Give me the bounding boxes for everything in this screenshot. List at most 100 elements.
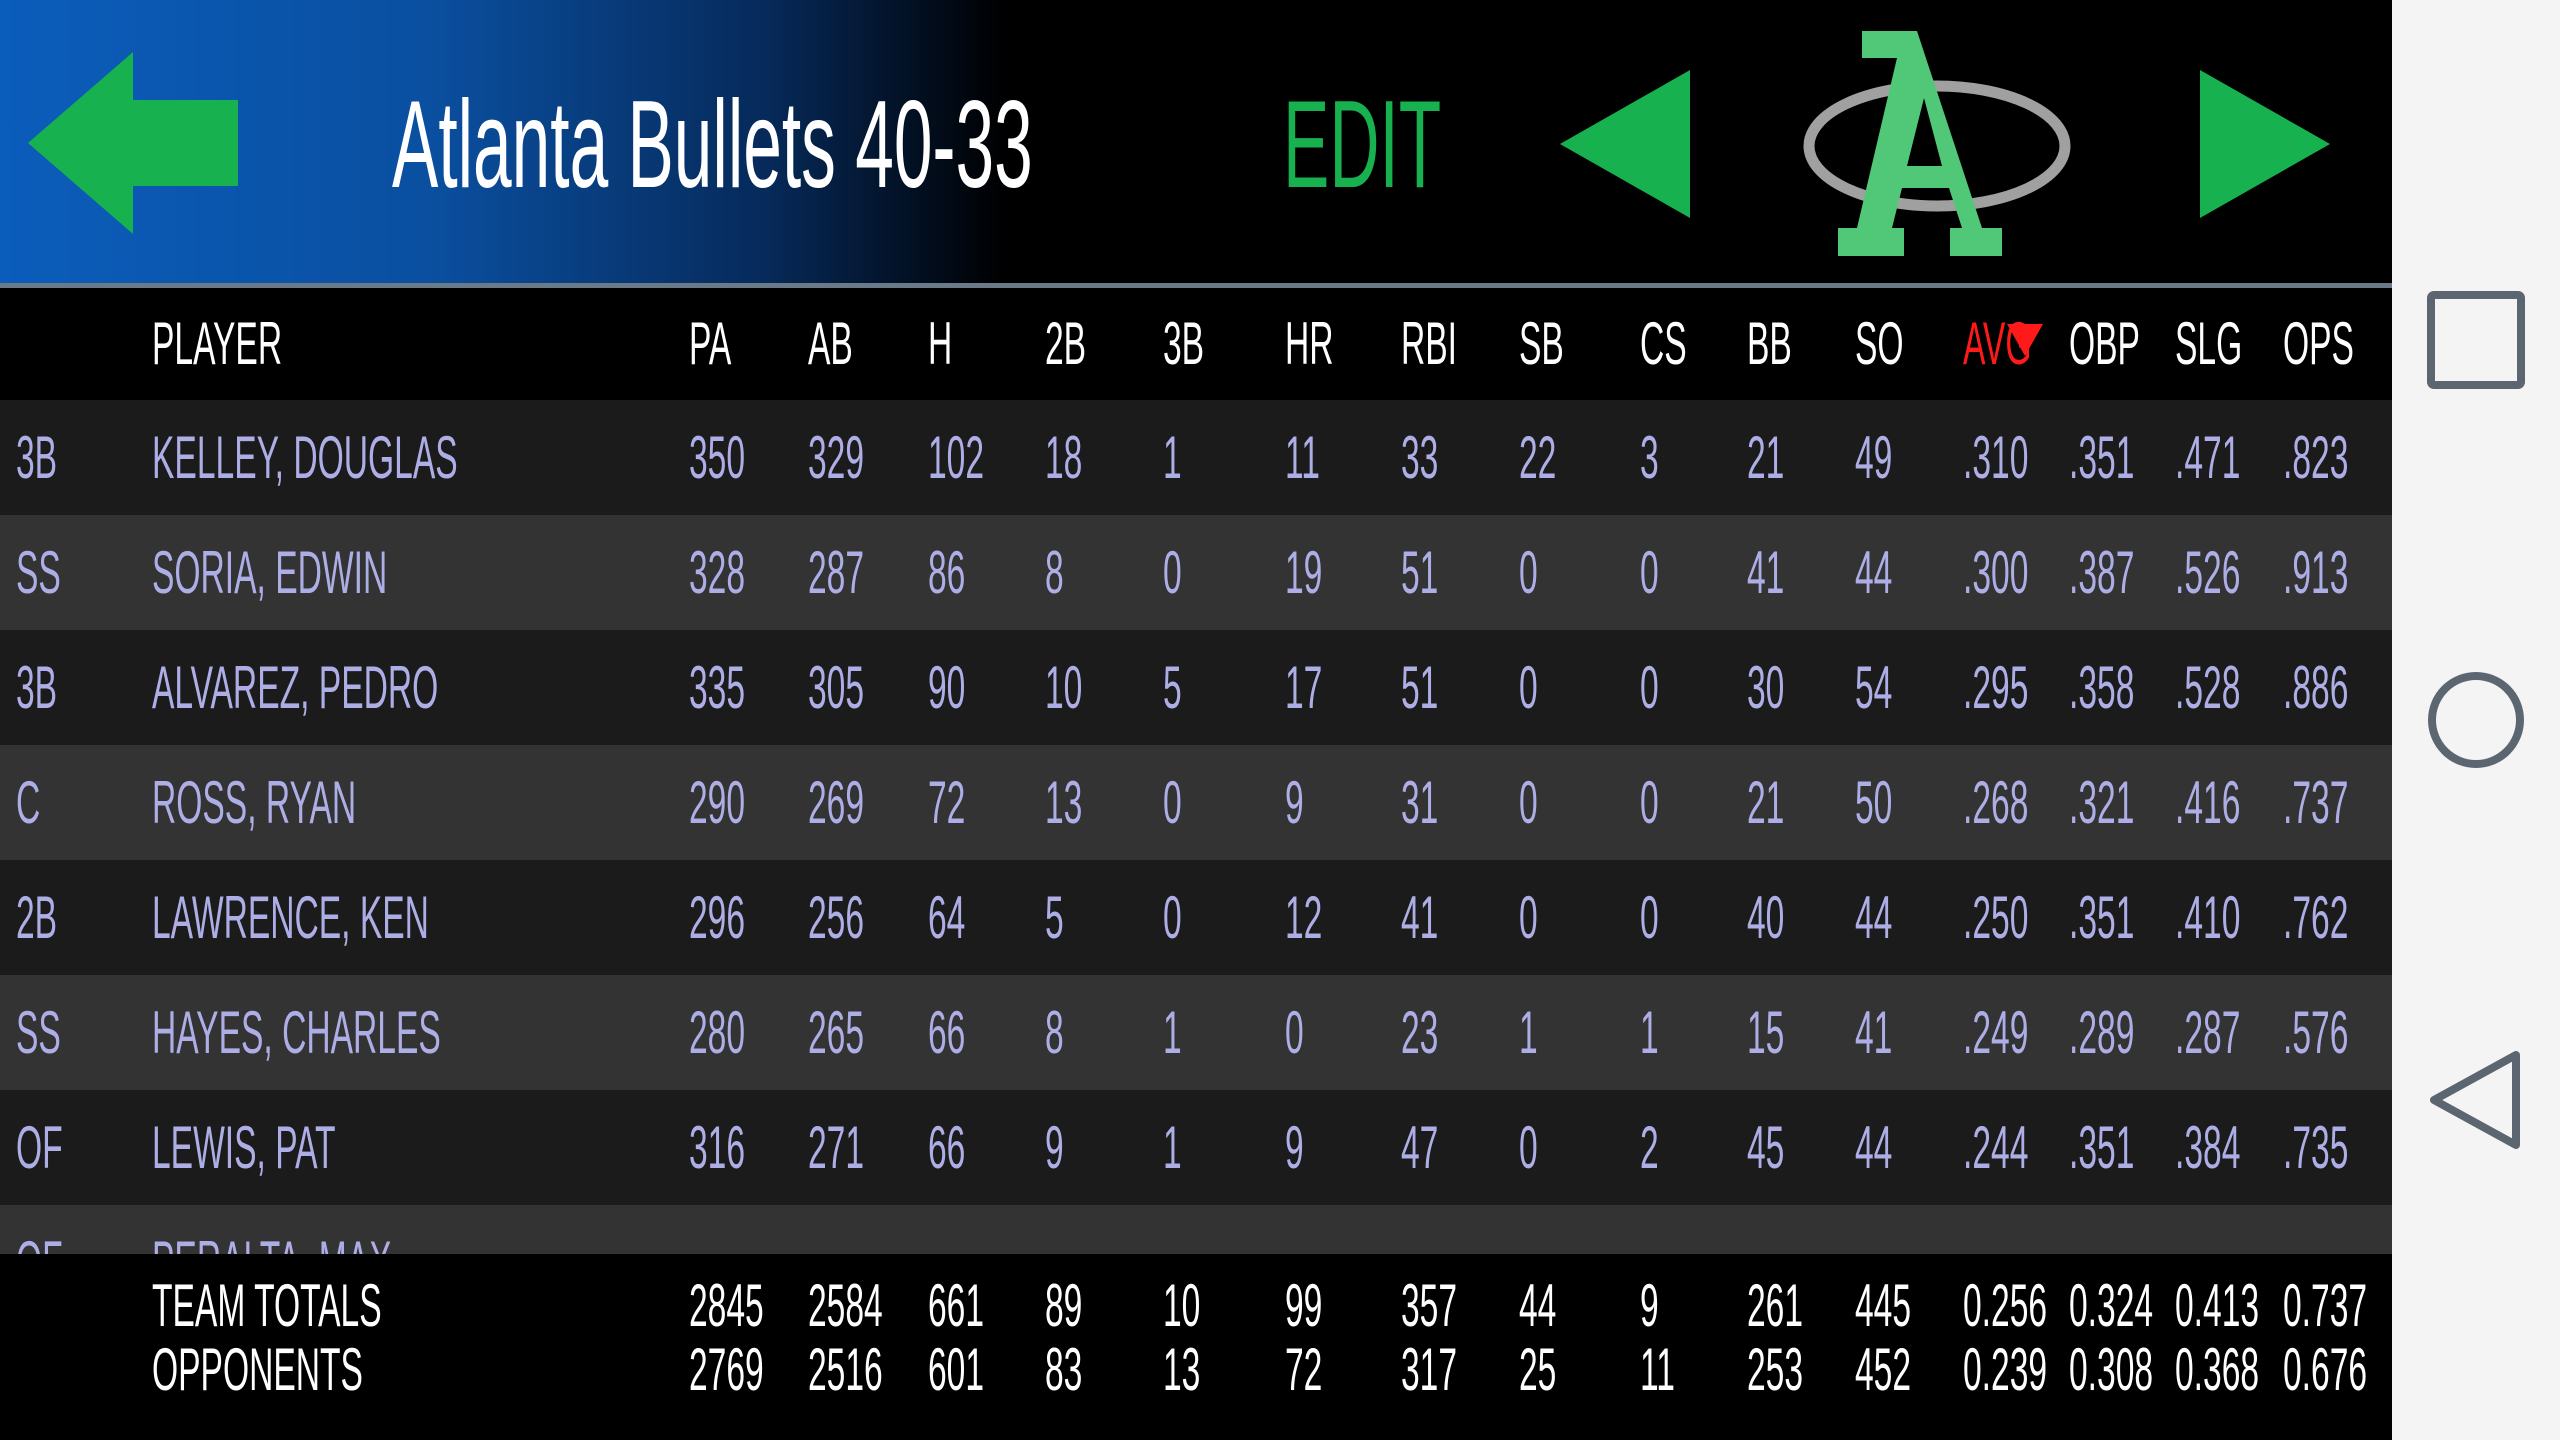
table-row[interactable]: OF LEWIS, PAT 316 271 66 9 1 9 47 0 2 45 44 .244 .351.… — [0, 1090, 2392, 1205]
slg-cell: .471 — [2175, 400, 2292, 515]
sb-text: 0 — [1519, 1114, 1538, 1181]
table-row[interactable]: C ROSS, RYAN 290 269 72 13 0 9 31 0 0 21 50 .268 .321.… — [0, 745, 2392, 860]
ops-text: .735 — [2283, 1114, 2349, 1181]
column-header-rbi[interactable]: RBI — [1401, 288, 1501, 400]
team-stats-screen: Atlanta Bullets 40-33 EDIT PLAYER PA AB H 2B… — [0, 0, 2392, 1440]
pa-cell: 350 — [689, 400, 789, 515]
rbi-text: 357 — [1401, 1272, 1458, 1339]
table-row[interactable]: 3B ALVAREZ, PEDRO 335 305 90 10 5 17 51 0 0 30 54 .29… — [0, 630, 2392, 745]
column-header-avg[interactable]: AVG — [1963, 288, 2085, 400]
slg-text: .384 — [2175, 1114, 2241, 1181]
obp-text: .289 — [2069, 999, 2135, 1066]
so-cell: 50 — [1855, 745, 1922, 860]
ops-cell: .737 — [2283, 745, 2392, 860]
slg-text: SLG — [2175, 310, 2243, 377]
3b-cell: 1 — [1163, 975, 1196, 1090]
triangle-left-icon[interactable] — [1560, 70, 1690, 218]
ab-text: 2516 — [808, 1336, 883, 1403]
column-header-player[interactable]: PLAYER — [152, 288, 384, 400]
h-cell: 601 — [928, 1338, 1028, 1402]
column-header-slg[interactable]: SLG — [2175, 288, 2295, 400]
square-icon[interactable] — [2426, 290, 2526, 390]
table-row[interactable]: OF PERALTA, MAX — [0, 1205, 2392, 1254]
column-header-hr[interactable]: HR — [1285, 288, 1372, 400]
rbi-text: 23 — [1401, 999, 1439, 1066]
ab-text: 271 — [808, 1114, 865, 1181]
edit-button[interactable]: EDIT — [1283, 76, 1442, 214]
avg-cell: .250 — [1963, 860, 2080, 975]
so-text: 44 — [1855, 539, 1893, 606]
obp-text: .321 — [2069, 769, 2135, 836]
hr-text: 9 — [1285, 769, 1304, 836]
2b-text: 5 — [1045, 884, 1064, 951]
cs-text: 0 — [1640, 654, 1659, 721]
player-text: PLAYER — [152, 310, 283, 377]
obp-cell: .358 — [2069, 630, 2186, 745]
table-row[interactable]: 2B LAWRENCE, KEN 296 256 64 5 0 12 41 0 0 40 44 .250.… — [0, 860, 2392, 975]
player-list[interactable]: 3B KELLEY, DOUGLAS 350 329 102 18 1 11 33 22 3 21 49… — [0, 400, 2392, 1254]
column-header-cs[interactable]: CS — [1640, 288, 1723, 400]
obp-cell: .387 — [2069, 515, 2186, 630]
player-text: ROSS, RYAN — [152, 769, 357, 836]
player-text: PERALTA, MAX — [152, 1205, 392, 1254]
sb-cell: 0 — [1519, 515, 1552, 630]
totals-section: TEAM TOTALS 2845 2584 661 89 10 99 357 44 9 261 445… — [0, 1254, 2392, 1440]
ops-text: 0.737 — [2283, 1272, 2368, 1339]
opponents-row: OPPONENTS 2769 2516 601 83 13 72 317 25 11 253 452 0… — [0, 1338, 2392, 1402]
column-header-bb[interactable]: BB — [1747, 288, 1827, 400]
column-header-so[interactable]: SO — [1855, 288, 1942, 400]
ops-text: 0.676 — [2283, 1336, 2368, 1403]
bb-text: 253 — [1747, 1336, 1804, 1403]
3b-cell: 1 — [1163, 1090, 1196, 1205]
ab-cell: 2516 — [808, 1338, 941, 1402]
3b-text: 1 — [1163, 999, 1182, 1066]
sb-text: 0 — [1519, 539, 1538, 606]
ops-cell: .913 — [2283, 515, 2392, 630]
3b-cell: 0 — [1163, 860, 1196, 975]
hr-text: 19 — [1285, 539, 1323, 606]
hr-cell: 72 — [1285, 1338, 1352, 1402]
arrow-left-icon[interactable] — [28, 52, 238, 234]
3b-cell: 0 — [1163, 515, 1196, 630]
avg-text: .295 — [1963, 654, 2029, 721]
2b-cell: 89 — [1045, 1274, 1112, 1338]
table-row[interactable]: 3B KELLEY, DOUGLAS 350 329 102 18 1 11 33 22 3 21 49… — [0, 400, 2392, 515]
column-header-2b[interactable]: 2B — [1045, 288, 1118, 400]
obp-text: .387 — [2069, 539, 2135, 606]
pa-text: 316 — [689, 1114, 746, 1181]
ops-cell: .735 — [2283, 1090, 2392, 1205]
column-header-obp[interactable]: OBP — [2069, 288, 2196, 400]
rbi-cell: 51 — [1401, 630, 1468, 745]
triangle-right-icon[interactable] — [2200, 70, 2330, 218]
cs-cell: 0 — [1640, 630, 1673, 745]
so-cell: 44 — [1855, 1090, 1922, 1205]
column-header-ops[interactable]: OPS — [2283, 288, 2392, 400]
slg-cell: .384 — [2175, 1090, 2292, 1205]
column-header-ab[interactable]: AB — [808, 288, 888, 400]
table-row[interactable]: SS SORIA, EDWIN 328 287 86 8 0 19 51 0 0 41 44 .300 .3… — [0, 515, 2392, 630]
ab-cell: 2584 — [808, 1274, 941, 1338]
player-cell: LAWRENCE, KEN — [152, 860, 647, 975]
circle-icon[interactable] — [2426, 670, 2526, 770]
column-header-h[interactable]: H — [928, 288, 971, 400]
ops-cell: .576 — [2283, 975, 2392, 1090]
position-cell: 3B — [16, 400, 89, 515]
obp-cell: 0.324 — [2069, 1274, 2219, 1338]
position-cell: OF — [16, 1090, 99, 1205]
column-header-3b[interactable]: 3B — [1163, 288, 1236, 400]
player-text: LEWIS, PAT — [152, 1114, 336, 1181]
rbi-text: RBI — [1401, 310, 1458, 377]
cs-cell: 11 — [1640, 1338, 1702, 1402]
column-header-pa[interactable]: PA — [689, 288, 765, 400]
avg-cell: .300 — [1963, 515, 2080, 630]
table-row[interactable]: SS HAYES, CHARLES 280 265 66 8 1 0 23 1 1 15 41 .249.… — [0, 975, 2392, 1090]
cs-text: 3 — [1640, 424, 1659, 491]
triangle-back-icon[interactable] — [2426, 1050, 2526, 1150]
2b-text: 89 — [1045, 1272, 1083, 1339]
slg-text: 0.368 — [2175, 1336, 2260, 1403]
avg-cell: .268 — [1963, 745, 2080, 860]
3b-cell: 13 — [1163, 1338, 1230, 1402]
pa-text: 2845 — [689, 1272, 764, 1339]
column-header-sb[interactable]: SB — [1519, 288, 1599, 400]
sb-text: 1 — [1519, 999, 1538, 1066]
